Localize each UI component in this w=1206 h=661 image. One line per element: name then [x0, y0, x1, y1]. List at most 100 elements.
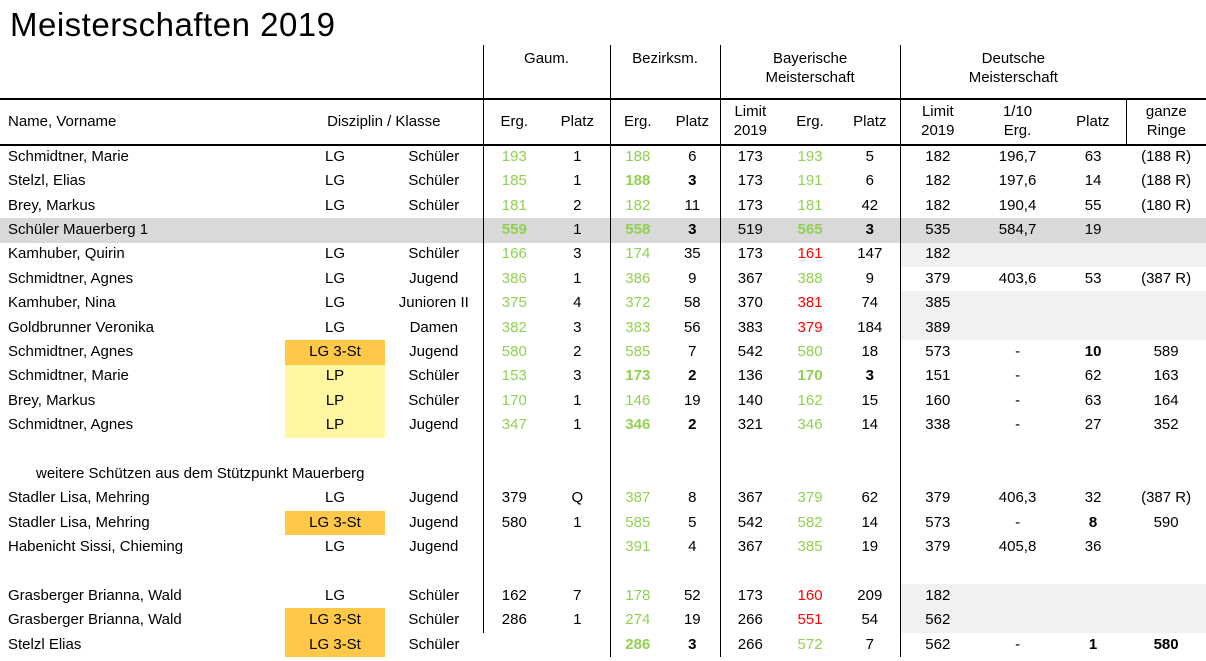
cell-bay-limit: 136 [719, 364, 781, 389]
cell-bay-limit: 321 [719, 413, 781, 438]
cell-disziplin: LP [285, 364, 385, 389]
column-header-bez-platz: Platz [665, 99, 721, 146]
cell-bez-erg: 178 [609, 584, 666, 609]
cell-name: Goldbrunner Veronika [8, 318, 154, 336]
cell-gaum-platz: 1 [573, 172, 582, 190]
table-row: Kamhuber, Nina LG Junioren II 375 4 372 58 370 3… [0, 291, 1206, 316]
cell-bez-erg: 174 [609, 242, 666, 267]
group-header-bayerische: Bayerische Meisterschaft [719, 45, 901, 100]
cell-dm-limit: 385 [899, 291, 976, 316]
cell-bay-limit: 173 [719, 169, 781, 194]
cell-dm-platz: 63 [1084, 391, 1102, 409]
cell-bez-platz: 11 [684, 196, 701, 214]
cell-bay-limit: 266 [719, 632, 781, 658]
cell-ganze-ringe: (188 R) [1141, 172, 1192, 190]
cell-bay-platz: 54 [861, 611, 879, 629]
cell-name: Stadler Lisa, Mehring [8, 513, 150, 531]
table-row: Schmidtner, Agnes LG Jugend 386 1 386 9 367 388 9… [0, 266, 1206, 292]
cell-bay-limit: 519 [719, 218, 781, 243]
cell-ganze-ringe: 164 [1153, 391, 1179, 409]
column-header-gaum-platz: Platz [545, 99, 611, 146]
cell-bay-platz: 6 [865, 172, 874, 190]
cell-dm-tenth: 190,4 [998, 196, 1037, 214]
cell-bez-erg [609, 559, 666, 585]
table-row: Stelzl, Elias LG Schüler 185 1 188 3 173 191 6 182… [0, 169, 1206, 194]
cell-dm-platz: 32 [1084, 489, 1102, 507]
cell-gaum-erg [482, 559, 546, 585]
column-header-dm-tenth: 1/10 Erg. [975, 99, 1061, 146]
results-table-body: Schmidtner, Marie LG Schüler 193 1 188 6 173 193… [0, 145, 1206, 658]
cell-bez-platz: 6 [688, 148, 697, 166]
cell-gaum-erg: 580 [482, 340, 546, 365]
cell-dm-tenth [975, 560, 1060, 584]
cell-bay-limit: 367 [719, 486, 781, 511]
cell-bez-platz: 52 [683, 586, 701, 604]
cell-bay-limit: 173 [719, 193, 781, 219]
cell-gaum-erg: 170 [482, 388, 546, 414]
cell-bay-erg: 160 [797, 586, 823, 604]
cell-dm-limit: 562 [899, 632, 976, 658]
cell-bay-erg: 193 [797, 148, 823, 166]
cell-bay-limit: 367 [719, 266, 781, 292]
cell-gaum-erg: 382 [482, 315, 546, 341]
cell-bay-erg: 162 [797, 391, 823, 409]
cell-klasse: Schüler [408, 245, 460, 263]
cell-gaum-erg: 375 [482, 291, 546, 316]
cell-name: Stelzl Elias [8, 635, 82, 653]
column-header-gaum-erg: Erg. [482, 99, 546, 146]
table-row: Schmidtner, Marie LG Schüler 193 1 188 6 173 193… [0, 145, 1206, 170]
table-row: Habenicht Sissi, Chieming LG Jugend 391 4 367… [0, 535, 1206, 560]
cell-bay-platz: 42 [861, 196, 879, 214]
section-title: weitere Schützen aus dem Stützpunkt Maue… [36, 464, 365, 482]
cell-dm-tenth [975, 584, 1061, 609]
cell-klasse: Jugend [409, 416, 459, 434]
cell-dm-tenth: 584,7 [975, 218, 1061, 243]
cell-dm-tenth: - [1015, 416, 1021, 434]
cell-ganze-ringe: (387 R) [1141, 489, 1192, 507]
cell-ganze-ringe: 580 [1153, 635, 1179, 653]
cell-bez-erg: 274 [609, 608, 666, 633]
cell-bay-erg: 381 [797, 294, 823, 312]
cell-dm-limit: 389 [899, 315, 976, 341]
cell-gaum-platz: 2 [573, 196, 582, 214]
cell-dm-platz: 53 [1084, 269, 1102, 287]
cell-dm-tenth: - [1015, 635, 1021, 653]
cell-bay-platz: 7 [865, 635, 874, 653]
cell-gaum-erg [482, 535, 546, 560]
cell-dm-limit: 379 [899, 486, 976, 511]
column-header-bay-limit: Limit 2019 [719, 99, 781, 146]
cell-gaum-platz [545, 462, 610, 486]
cell-ganze-ringe: 590 [1153, 513, 1179, 531]
cell-bay-erg: 565 [780, 218, 841, 243]
cell-klasse: Damen [409, 318, 458, 336]
cell-bez-platz: 4 [688, 538, 697, 556]
cell-bay-limit: 542 [719, 340, 781, 365]
column-header-bez-erg: Erg. [609, 99, 666, 146]
column-header-name: Name, Vorname [0, 99, 285, 146]
cell-dm-limit: 160 [899, 388, 976, 414]
cell-bay-platz: 9 [865, 269, 874, 287]
cell-klasse: Schüler [408, 148, 460, 166]
table-row: Goldbrunner Veronika LG Damen 382 3 383 56 383 3… [0, 315, 1206, 341]
cell-bay-limit: 173 [719, 584, 781, 609]
cell-gaum-platz: 1 [573, 269, 582, 287]
table-row: Stelzl Elias LG 3-St Schüler 286 3 266 572 7 562… [0, 632, 1206, 658]
cell-bez-erg: 173 [609, 364, 666, 389]
spacer-cell [0, 438, 483, 462]
cell-dm-tenth: 406,3 [998, 489, 1037, 507]
cell-bay-erg: 379 [797, 489, 823, 507]
cell-bay-platz: 74 [861, 294, 879, 312]
column-header-dm-limit: Limit 2019 [899, 99, 976, 146]
cell-bez-platz: 7 [688, 342, 697, 360]
cell-name: Kamhuber, Nina [8, 294, 116, 312]
cell-disziplin: LG [324, 538, 345, 556]
cell-bay-platz: 19 [861, 538, 879, 556]
cell-bez-platz: 2 [688, 416, 697, 434]
cell-gaum-erg [483, 633, 545, 657]
cell-dm-limit: 151 [899, 364, 976, 389]
cell-bez-erg: 387 [609, 486, 666, 511]
cell-dm-platz: 14 [1084, 172, 1102, 190]
cell-gaum-erg: 347 [482, 413, 546, 438]
cell-name: Habenicht Sissi, Chieming [8, 538, 184, 556]
cell-dm-platz [1060, 608, 1127, 633]
